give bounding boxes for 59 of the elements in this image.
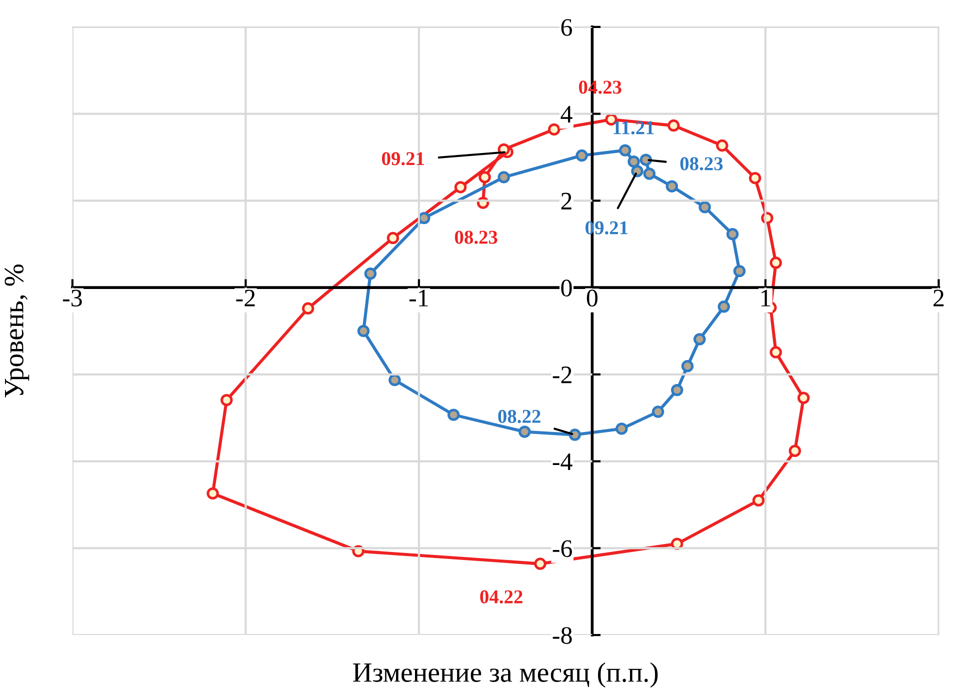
annotation: 09.21 [382,152,424,166]
point [668,119,680,132]
point [640,154,652,166]
point [386,232,400,244]
point [670,384,684,396]
annotation: 04.22 [480,590,522,604]
point [206,487,219,500]
x-tick-label: 2 [934,290,944,306]
point [733,264,746,278]
annotation: 08.22 [498,410,540,424]
point [418,212,430,224]
point [548,123,560,136]
point [694,333,706,346]
point [797,392,810,404]
x-axis-title: Изменение за месяц (п.п.) [353,662,658,688]
point [478,171,491,184]
y-tick-label: -6 [552,540,572,558]
point [302,302,314,315]
point [770,346,782,358]
point [619,144,632,156]
annotation: 11.21 [614,121,654,134]
point [681,360,694,372]
y-axis-title: Уровень, % [4,264,30,398]
point [576,149,588,162]
point [364,268,377,280]
point [220,394,233,406]
y-tick-label: -8 [552,627,572,644]
annotation: 08.23 [680,157,723,170]
x-tick-label: 0 [586,290,598,307]
y-tick-label: -4 [552,454,572,470]
point [718,300,730,313]
point [726,228,739,240]
point [447,408,460,421]
point [454,181,467,194]
point [666,180,678,192]
point [752,494,765,506]
point [568,428,581,441]
point [716,139,728,152]
point [770,256,782,269]
point [628,155,640,168]
point [698,201,711,214]
y-tick-label: 2 [561,192,572,210]
y-tick-label: 4 [560,106,572,122]
annotation: 08.23 [454,230,498,244]
x-tick-label: -3 [62,290,82,307]
x-tick-label: -2 [236,290,255,306]
point [652,406,664,418]
y-tick-label: -2 [552,366,572,384]
point [643,168,656,180]
point [788,444,802,457]
point [616,422,628,435]
point [357,324,370,338]
point [518,426,531,438]
point [498,171,510,184]
point [748,172,762,184]
x-tick-label: 1 [761,290,770,306]
point [534,558,546,570]
x-tick-label: -1 [409,290,428,306]
y-tick-label: 6 [561,19,572,36]
